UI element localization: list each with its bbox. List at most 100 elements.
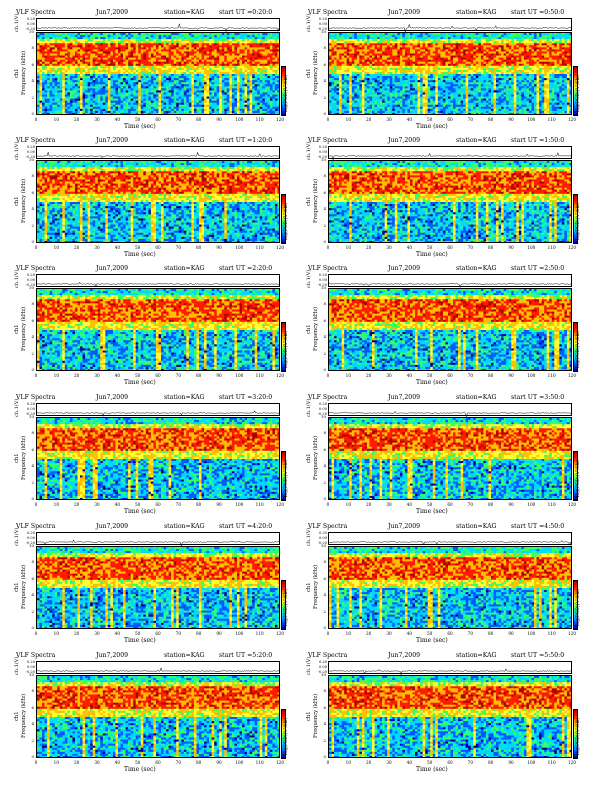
x-tick: 40	[402, 245, 416, 250]
y-tick: 6	[28, 447, 34, 452]
spectrogram	[36, 32, 280, 115]
x-tick: 40	[110, 502, 124, 507]
panel-date: Jun7,2009	[388, 136, 420, 146]
y-tick: 0	[320, 367, 326, 372]
panel-label: VLF Spectra	[308, 8, 347, 18]
x-tick: 80	[484, 502, 498, 507]
strip-tick: -0.20	[317, 670, 327, 674]
strip-tick: 0.00	[25, 536, 35, 540]
y-label-ch: ch1	[14, 582, 20, 592]
spectrogram	[36, 417, 280, 500]
spectrogram-panel: VLF Spectra Jun7,2009 station=KAG start …	[306, 651, 581, 775]
y-tick: 4	[320, 334, 326, 339]
spectrogram-panel: VLF Spectra Jun7,2009 station=KAG start …	[14, 393, 289, 517]
panel-label: VLF Spectra	[16, 393, 55, 403]
y-label-freq: Frequency (kHz)	[21, 51, 27, 95]
x-tick: 80	[484, 631, 498, 636]
x-tick: 60	[151, 631, 165, 636]
y-label-ch: ch1	[306, 324, 312, 334]
strip-tick: -0.20	[25, 27, 35, 31]
panel-label: VLF Spectra	[308, 136, 347, 146]
y-tick: 0	[28, 625, 34, 630]
x-tick: 50	[423, 117, 437, 122]
x-tick: 0	[29, 760, 43, 765]
y-label-ch: ch1	[14, 68, 20, 78]
x-tick: 100	[232, 760, 246, 765]
panel-date: Jun7,2009	[96, 8, 128, 18]
panel-date: Jun7,2009	[388, 264, 420, 274]
strip-tick: 0.00	[25, 22, 35, 26]
colorbar-label: log(PSD)(V²/Hz)	[284, 713, 294, 759]
waveform-strip	[328, 18, 572, 33]
x-tick: 60	[151, 760, 165, 765]
panel-start-ut: start UT =3:20:0	[219, 393, 272, 403]
x-tick: 60	[443, 502, 457, 507]
colorbar-label: log(PSD)(V²/Hz)	[284, 455, 294, 501]
x-tick: 80	[484, 760, 498, 765]
panel-start-ut: start UT =0:20:0	[219, 8, 272, 18]
panel-date: Jun7,2009	[388, 393, 420, 403]
x-tick: 30	[90, 631, 104, 636]
x-tick: 10	[341, 502, 355, 507]
y-tick: 0	[320, 496, 326, 501]
panel-start-ut: start UT =2:20:0	[219, 264, 272, 274]
spectrogram	[328, 160, 572, 243]
x-tick: 10	[49, 373, 63, 378]
y-label-ch: ch1	[14, 453, 20, 463]
panel-label: VLF Spectra	[308, 522, 347, 532]
x-tick: 100	[524, 760, 538, 765]
y-tick: 4	[28, 721, 34, 726]
y-tick: 10	[28, 543, 34, 548]
y-tick: 4	[28, 592, 34, 597]
x-tick: 90	[212, 245, 226, 250]
y-tick: 4	[28, 78, 34, 83]
y-tick: 10	[28, 285, 34, 290]
x-tick: 100	[232, 373, 246, 378]
x-tick: 0	[321, 117, 335, 122]
x-tick: 120	[273, 245, 287, 250]
x-tick: 30	[90, 245, 104, 250]
panel-date: Jun7,2009	[388, 651, 420, 661]
x-tick: 40	[402, 117, 416, 122]
panel-station: station=KAG	[164, 393, 205, 403]
panel-label: VLF Spectra	[16, 522, 55, 532]
panel-start-ut: start UT =1:50:0	[511, 136, 564, 146]
panel-station: station=KAG	[164, 136, 205, 146]
y-tick: 10	[320, 414, 326, 419]
y-tick: 8	[320, 45, 326, 50]
strip-tick: -0.20	[25, 670, 35, 674]
x-tick: 10	[49, 245, 63, 250]
strip-tick: -0.20	[317, 283, 327, 287]
y-tick: 10	[28, 672, 34, 677]
colorbar-label: log(PSD)(V²/Hz)	[576, 326, 586, 372]
x-tick: 40	[110, 760, 124, 765]
x-tick: 0	[29, 373, 43, 378]
colorbar	[281, 709, 286, 759]
panel-start-ut: start UT =2:50:0	[511, 264, 564, 274]
strip-tick: 0.00	[317, 407, 327, 411]
x-axis-label: Time (sec)	[124, 123, 156, 130]
x-tick: 60	[443, 117, 457, 122]
spectrogram	[36, 160, 280, 243]
x-tick: 50	[131, 117, 145, 122]
panel-label: VLF Spectra	[308, 651, 347, 661]
y-tick: 2	[28, 95, 34, 100]
x-tick: 30	[382, 373, 396, 378]
x-tick: 80	[192, 760, 206, 765]
x-tick: 20	[362, 631, 376, 636]
x-axis-label: Time (sec)	[124, 508, 156, 515]
x-axis-label: Time (sec)	[124, 766, 156, 773]
colorbar-label: log(PSD)(V²/Hz)	[576, 584, 586, 630]
strip-tick: -0.20	[25, 412, 35, 416]
x-tick: 90	[504, 631, 518, 636]
x-tick: 50	[131, 373, 145, 378]
y-label-freq: Frequency (kHz)	[313, 694, 319, 738]
y-tick: 4	[28, 206, 34, 211]
x-axis-label: Time (sec)	[416, 379, 448, 386]
panel-start-ut: start UT =3:50:0	[511, 393, 564, 403]
y-tick: 0	[320, 754, 326, 759]
panel-start-ut: start UT =4:50:0	[511, 522, 564, 532]
spectrogram-panel: VLF Spectra Jun7,2009 station=KAG start …	[14, 136, 289, 260]
x-tick: 0	[321, 631, 335, 636]
x-tick: 10	[341, 631, 355, 636]
